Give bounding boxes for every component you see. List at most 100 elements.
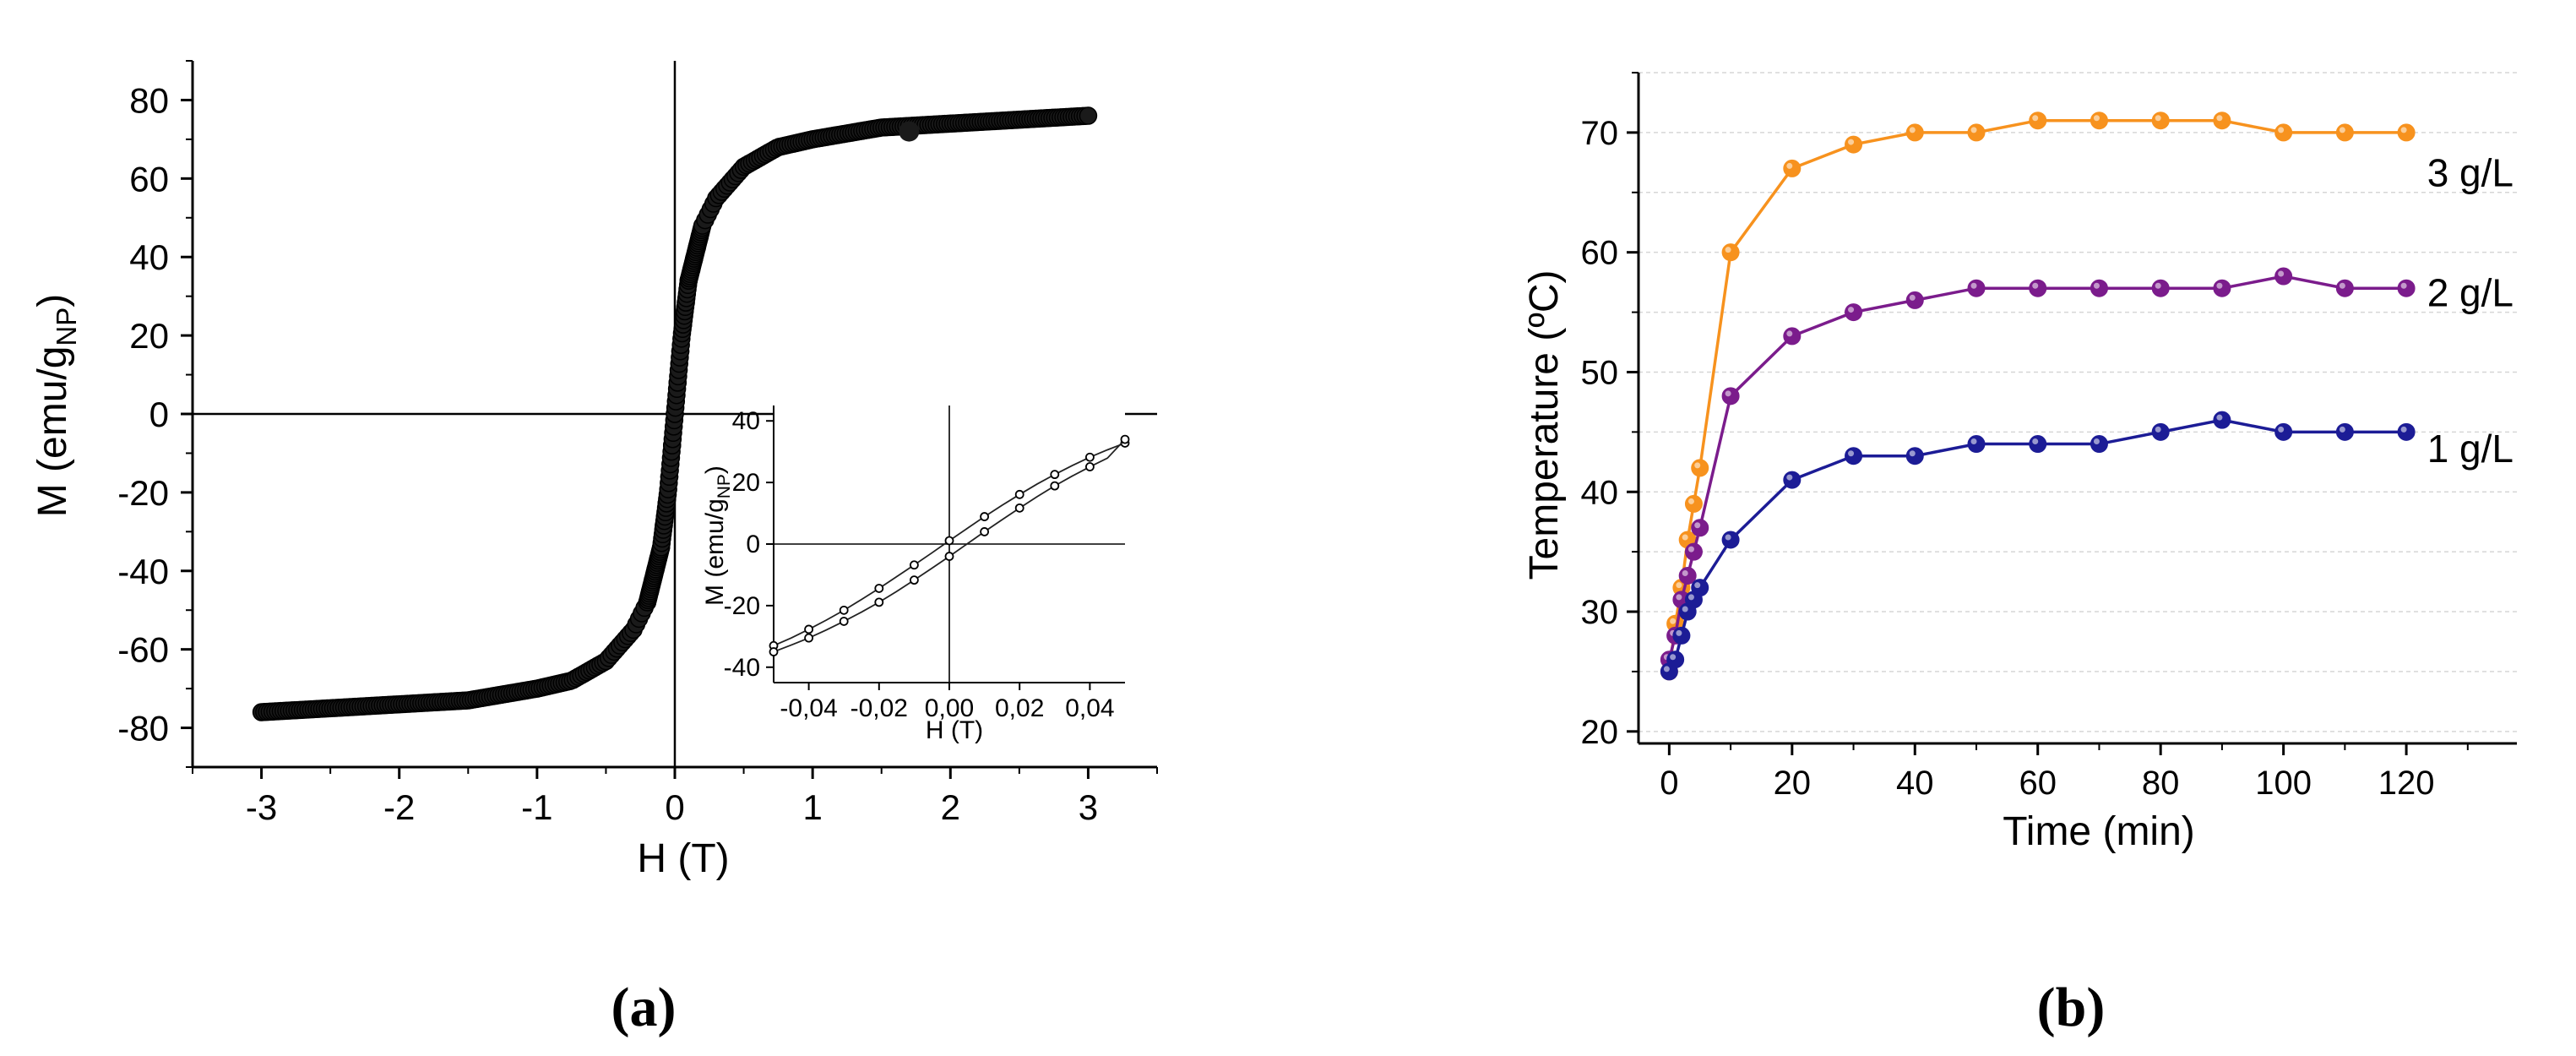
panel-b-series-3-g-l — [1660, 112, 2416, 681]
panel-b-data-point-highlight — [2339, 127, 2345, 133]
inset-data-point — [910, 575, 919, 585]
panel-b-data-point-highlight — [1725, 534, 1731, 541]
panel-a-x-tick-label: 0 — [665, 787, 684, 827]
inset-data-point — [769, 647, 779, 656]
inset-y-axis-label-main: M (emu/g — [701, 498, 729, 606]
panel-b-data-point — [2213, 279, 2231, 297]
panel-b-x-tick-label: 60 — [2019, 765, 2057, 802]
panel-b-data-point — [2213, 112, 2231, 130]
panel-b-data-point-highlight — [1909, 127, 1916, 133]
panel-b-data-point-highlight — [2400, 127, 2407, 133]
inset-data-point — [1050, 470, 1060, 480]
panel-b-data-point — [2029, 435, 2047, 454]
panel-b-data-point-highlight — [1786, 330, 1793, 337]
panel-b-gridlines — [1639, 72, 2517, 732]
panel-b-data-point-highlight — [2032, 282, 2039, 289]
panel-b-data-point-highlight — [2278, 127, 2285, 133]
inset-y-tick-label: 20 — [732, 469, 760, 497]
panel-a-x-axis-label: H (T) — [637, 836, 729, 881]
inset-data-point — [839, 617, 849, 626]
panel-b-y-tick-label: 70 — [1581, 115, 1619, 152]
panel-b-label: (b) — [2037, 977, 2106, 1038]
panel-b-data-point-highlight — [1694, 582, 1701, 589]
panel-b-data-point-highlight — [2155, 426, 2161, 433]
panel-a-ticks: -3 -2 -1 0 1 2 3 -80 -60 -40 -20 0 20 40 60 80 — [117, 60, 1158, 827]
panel-b-data-point — [2151, 422, 2170, 441]
inset-data-point — [1120, 434, 1130, 444]
panel-b-data-point-highlight — [2400, 426, 2407, 433]
panel-b-data-point — [2335, 123, 2354, 142]
panel-b-axes — [1637, 73, 2517, 745]
panel-b-data-point-highlight — [2278, 426, 2285, 433]
panel-a-y-axis-label-close: ) — [30, 294, 75, 308]
panel-b-data-point — [1783, 327, 1802, 346]
panel-b-data-point — [1691, 459, 1709, 477]
panel-b-series-2-g-l — [1660, 267, 2416, 669]
panel-b-data-point — [2213, 411, 2231, 429]
panel-b-data-point-highlight — [2093, 438, 2100, 445]
panel-b-y-axis-label: Temperature (ºC) — [1522, 270, 1567, 580]
panel-b-data-point-highlight — [1909, 294, 1916, 301]
inset-data-point — [1085, 452, 1095, 462]
panel-b-data-point-highlight — [1682, 534, 1688, 541]
inset-data-point — [1014, 489, 1024, 499]
panel-b-data-point-highlight — [2216, 115, 2223, 122]
panel-b-data-point — [2090, 435, 2108, 454]
panel-b-data-point — [2397, 422, 2416, 441]
panel-b-data-point-highlight — [1694, 522, 1701, 529]
panel-b-x-axis-label: Time (min) — [2003, 809, 2195, 854]
panel-b-data-point-highlight — [1970, 438, 1977, 445]
panel-b-data-point — [1684, 494, 1703, 513]
panel-b-data-point — [1905, 291, 1924, 309]
panel-b-data-point — [2397, 279, 2416, 297]
panel-a-x-tick-label: 3 — [1079, 787, 1098, 827]
inset-data-point — [804, 624, 813, 634]
panel-b-data-point-highlight — [1725, 390, 1731, 397]
panel-a-y-tick-label: -40 — [117, 552, 169, 591]
panel-b-series-line — [1667, 118, 2407, 672]
panel-a-y-tick-label: 0 — [149, 395, 169, 434]
panel-b-data-point-highlight — [2093, 282, 2100, 289]
inset-x-tick-label: 0,02 — [995, 694, 1044, 722]
panel-b-data-point — [2090, 112, 2108, 130]
panel-b-data-point — [1783, 159, 1802, 177]
panel-b-x-tick-label: 20 — [1774, 765, 1812, 802]
inset-data-point — [910, 560, 919, 570]
panel-b-data-point-highlight — [2155, 115, 2161, 122]
inset-data-point — [980, 527, 989, 536]
panel-b-data-point — [2151, 112, 2170, 130]
inset-x-tick-label: 0,00 — [925, 694, 974, 722]
inset-x-tick-label: -0,04 — [780, 694, 837, 722]
panel-b-data-point — [1967, 435, 1986, 454]
panel-a-y-tick-label: 60 — [129, 159, 169, 199]
inset-x-axis-label: H (T) — [926, 716, 983, 744]
panel-a-y-axis-label: M (emu/gNP) — [30, 294, 82, 518]
inset-data-point — [1050, 481, 1060, 491]
inset-y-tick-label: -40 — [724, 654, 760, 682]
panel-a-y-axis-label-subscript: NP — [51, 308, 82, 346]
panel-a-data-point — [899, 121, 920, 142]
panel-b-data-point — [2274, 267, 2293, 286]
inset-y-tick-label: 0 — [746, 531, 760, 558]
panel-b-data-point-highlight — [2032, 115, 2039, 122]
panel-b-data-point-highlight — [2216, 282, 2223, 289]
panel-b-data-point — [2335, 422, 2354, 441]
panel-b-data-point-highlight — [2155, 282, 2161, 289]
inset-x-tick-label: 0,04 — [1065, 694, 1114, 722]
inset-y-axis-label: M (emu/gNP) — [701, 465, 734, 606]
panel-a-y-tick-label: 40 — [129, 237, 169, 277]
panel-b-data-point-highlight — [1687, 546, 1694, 552]
panel-b-series-annotation: 2 g/L — [2427, 270, 2514, 314]
panel-b-data-point-highlight — [2032, 438, 2039, 445]
panel-b-data-point-highlight — [1786, 162, 1793, 169]
panel-b-data-point — [2151, 279, 2170, 297]
inset-data-point — [1085, 462, 1095, 471]
panel-b-y-tick-label: 50 — [1581, 354, 1619, 391]
panel-b-data-point — [1691, 519, 1709, 537]
panel-b-data-point — [2335, 279, 2354, 297]
panel-a-x-tick-label: -3 — [246, 787, 277, 827]
inset-y-axis-label-close: ) — [701, 465, 729, 474]
